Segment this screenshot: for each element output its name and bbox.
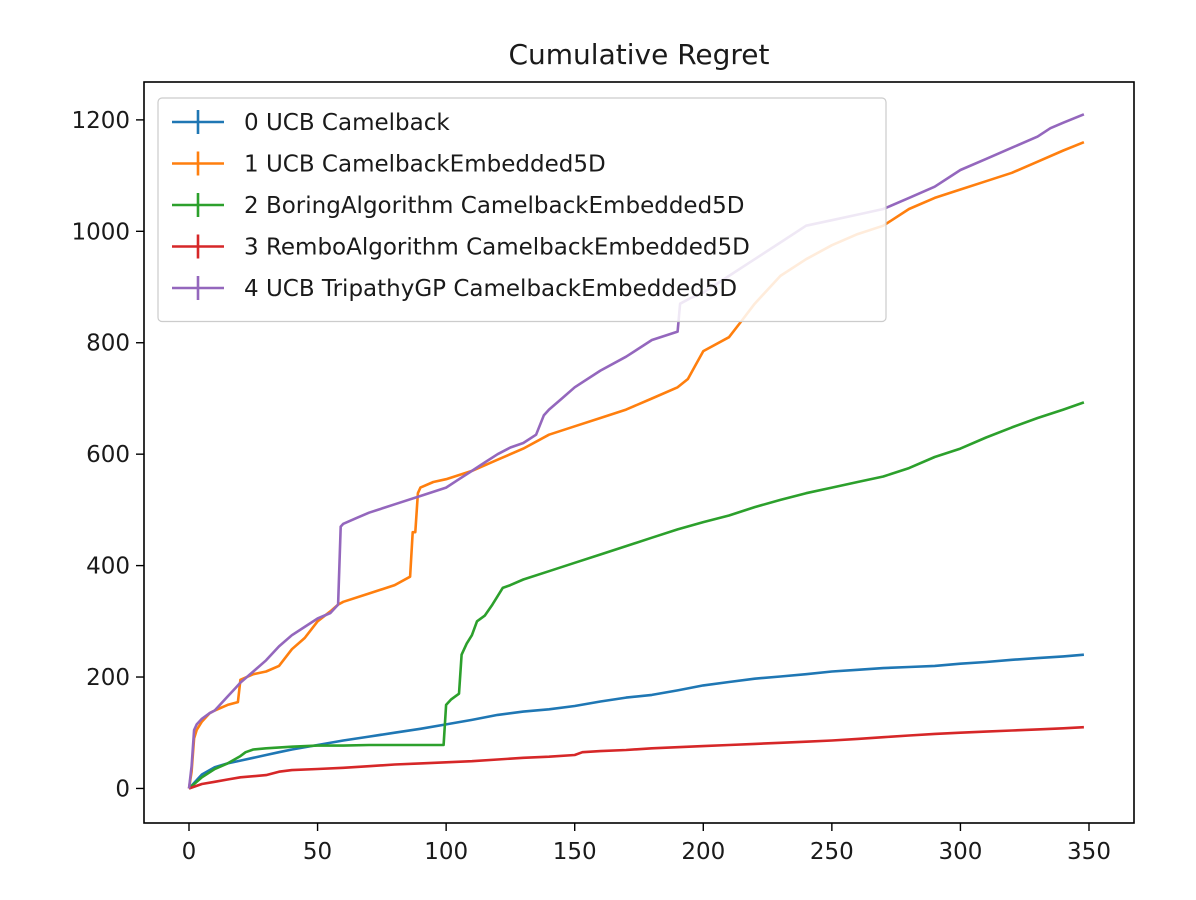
y-tick-label: 0 (115, 776, 130, 802)
legend-label: 3 RemboAlgorithm CamelbackEmbedded5D (244, 235, 750, 261)
series-line-0 (188, 653, 1085, 790)
x-tick-label: 300 (938, 839, 982, 865)
legend-box (157, 97, 887, 323)
series-line-3 (188, 725, 1084, 790)
x-tick-label: 100 (424, 839, 468, 865)
legend-label: 4 UCB TripathyGP CamelbackEmbedded5D (244, 276, 737, 302)
y-tick-label: 600 (86, 442, 130, 468)
legend-item-1: 1 UCB CamelbackEmbedded5D (172, 151, 606, 178)
y-tick-label: 800 (86, 331, 130, 357)
x-tick-label: 250 (810, 839, 854, 865)
legend-label: 1 UCB CamelbackEmbedded5D (244, 152, 606, 178)
y-tick-label: 200 (86, 665, 130, 691)
y-axis: 0 200 400 600 800 1000 1200 (71, 108, 144, 802)
plot-frame (143, 81, 1135, 824)
chart-title: Cumulative Regret (508, 38, 769, 71)
legend-item-0: 0 UCB Camelback (172, 110, 450, 136)
x-tick-label: 50 (303, 839, 332, 865)
x-tick-label: 150 (553, 839, 597, 865)
y-tick-label: 400 (86, 554, 130, 580)
y-tick-label: 1000 (71, 219, 130, 245)
y-tick-label: 1200 (71, 108, 130, 134)
x-tick-label: 0 (182, 839, 197, 865)
x-tick-label: 350 (1067, 839, 1111, 865)
legend: 0 UCB Camelback 1 UCB CamelbackEmbedded5D… (157, 97, 887, 323)
x-axis: 0 50 100 150 200 250 300 350 (182, 823, 1111, 865)
x-tick-label: 200 (681, 839, 725, 865)
legend-item-2: 2 BoringAlgorithm CamelbackEmbedded5D (172, 193, 745, 219)
legend-item-4: 4 UCB TripathyGP CamelbackEmbedded5D (172, 276, 737, 302)
legend-item-3: 3 RemboAlgorithm CamelbackEmbedded5D (172, 234, 750, 261)
legend-label: 2 BoringAlgorithm CamelbackEmbedded5D (244, 193, 745, 219)
legend-label: 0 UCB Camelback (244, 110, 450, 136)
series-line-2 (188, 401, 1085, 790)
